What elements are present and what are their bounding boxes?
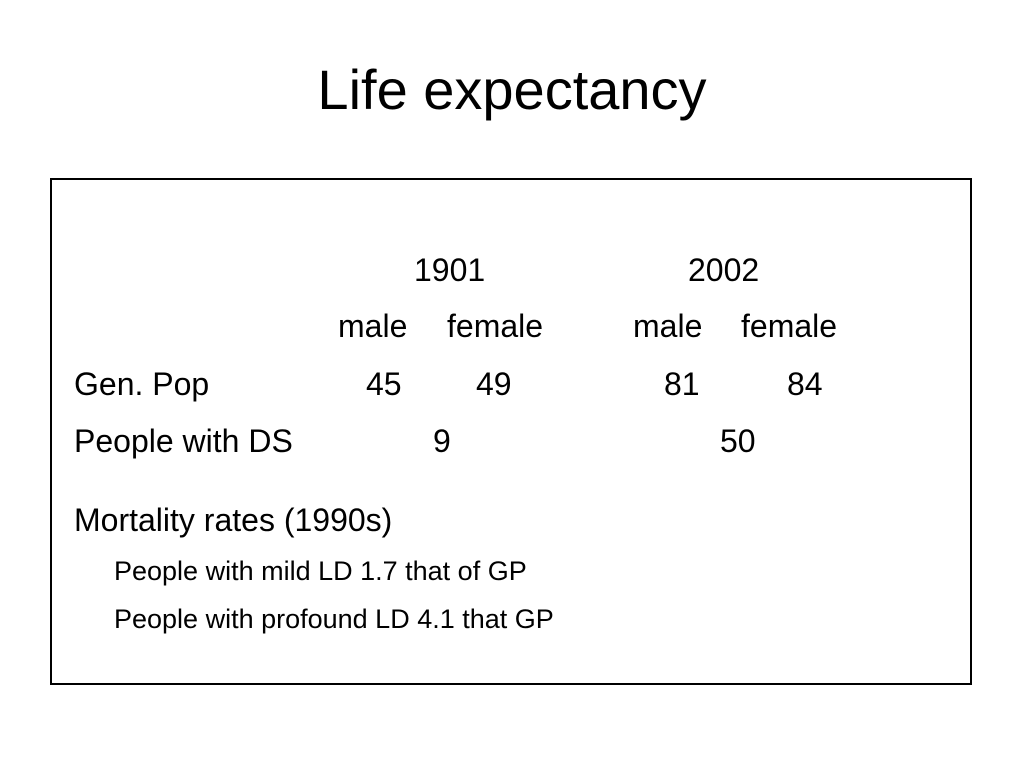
mortality-item-profound: People with profound LD 4.1 that GP: [114, 604, 554, 634]
sex-header-2002-female: female: [741, 308, 838, 344]
gen-pop-1901-male: 45: [366, 366, 402, 402]
sex-header-2002-male: male: [633, 308, 703, 344]
row-label-people-with-ds: People with DS: [74, 423, 293, 459]
gen-pop-2002-female: 84: [787, 366, 823, 402]
slide-title: Life expectancy: [317, 58, 707, 121]
ds-2002-value: 50: [720, 423, 756, 459]
ds-1901-value: 9: [433, 423, 451, 459]
year-header-2002: 2002: [688, 252, 760, 288]
gen-pop-1901-female: 49: [476, 366, 512, 402]
mortality-heading: Mortality rates (1990s): [74, 502, 393, 538]
sex-header-1901-female: female: [447, 308, 544, 344]
row-label-gen-pop: Gen. Pop: [74, 366, 210, 402]
content-box: 1901 2002 male female male female Gen. P…: [50, 178, 972, 685]
mortality-item-mild: People with mild LD 1.7 that of GP: [114, 556, 527, 586]
gen-pop-2002-male: 81: [664, 366, 700, 402]
year-header-1901: 1901: [414, 252, 486, 288]
sex-header-1901-male: male: [338, 308, 408, 344]
